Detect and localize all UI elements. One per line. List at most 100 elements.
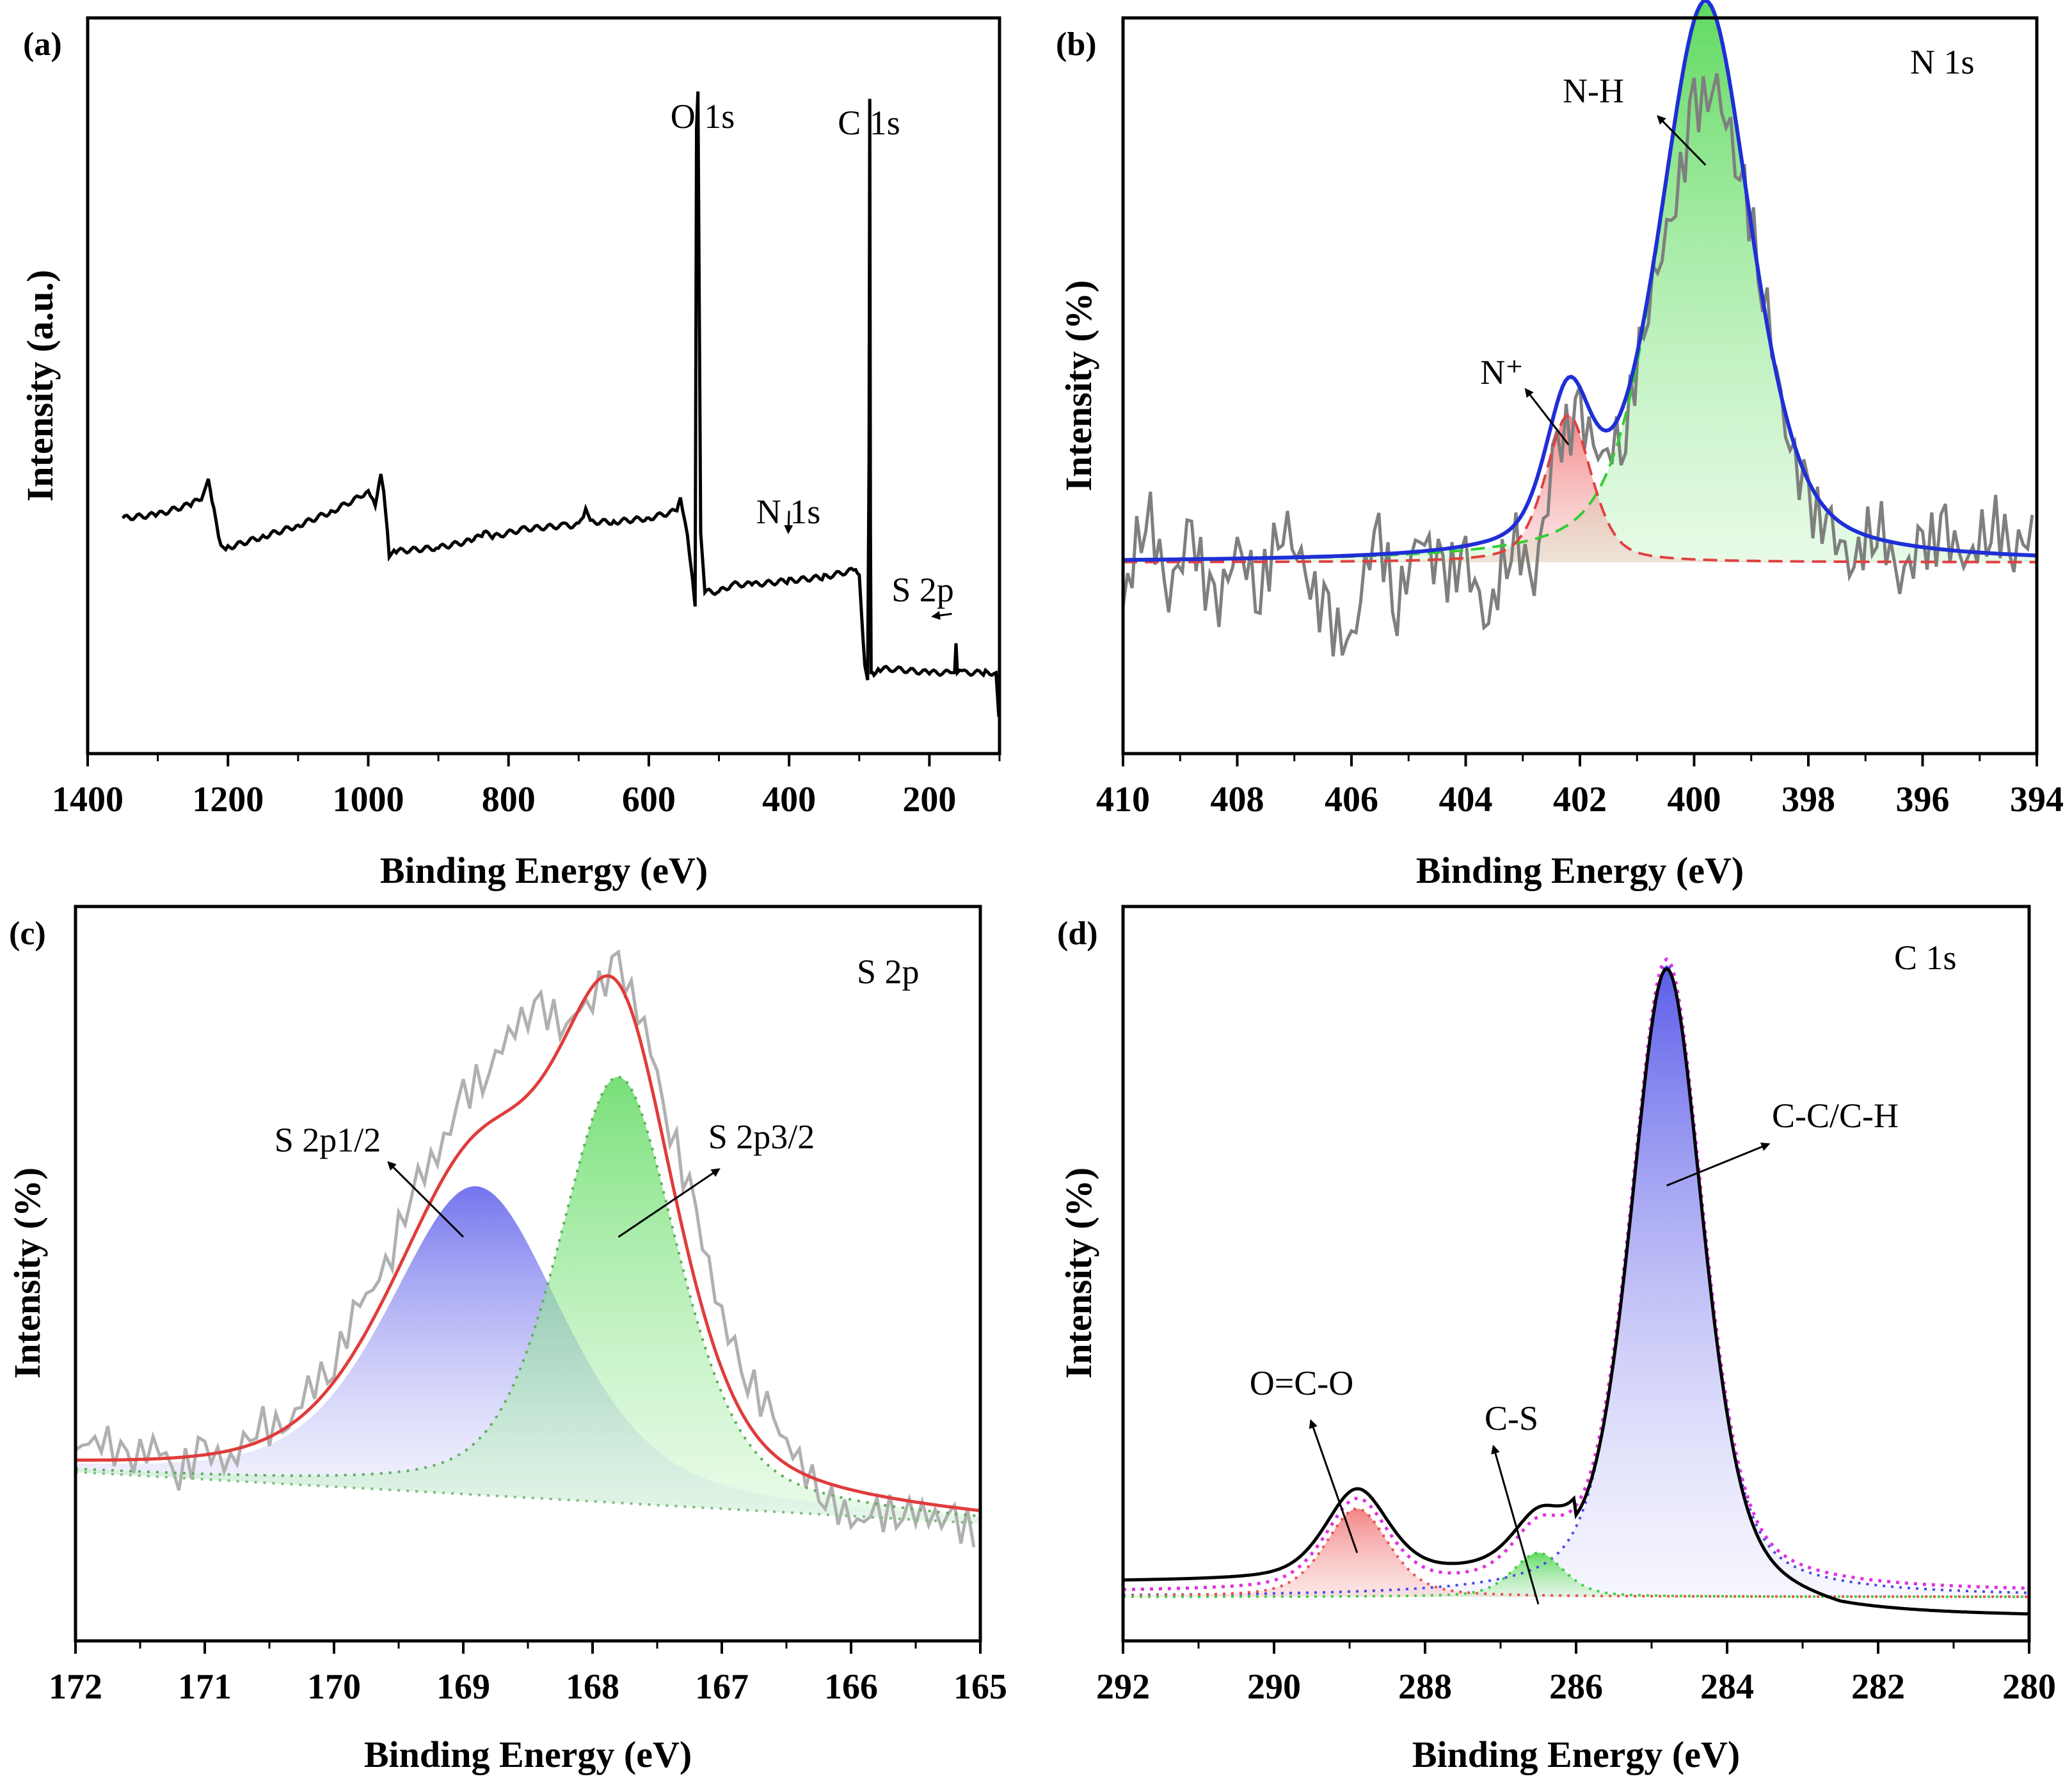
panel-d-arrow — [1491, 1445, 1540, 1605]
panel-b-ticks: 410 408 406 404 402 400 398 396 394 — [1096, 754, 2064, 819]
panel-a-ticks: 1400 1200 1000 800 600 400 200 — [52, 754, 1001, 819]
n-plus-fit-line — [1123, 413, 2037, 564]
panel-c-x-tick-label: 171 — [178, 1667, 232, 1707]
panel-c-x-tick-label: 168 — [566, 1667, 619, 1707]
panel-c-x-tick-label: 172 — [49, 1667, 102, 1707]
panel-c-label: (c) — [9, 915, 46, 952]
panel-d-ticks: 292 290 288 286 284 282 280 — [1096, 1641, 2056, 1707]
panel-d: (d) 292 290 288 286 284 282 280 C-C/C-HO=C-OC-… — [1057, 905, 2056, 1775]
panel-d-y-axis-label: Intensity (%) — [1058, 1168, 1099, 1379]
panel-c-y-axis-label: Intensity (%) — [6, 1168, 48, 1379]
cc-ch-fit-line — [1123, 963, 2029, 1597]
panel-b-lines — [1121, 0, 2037, 657]
panel-d-annotations: C-C/C-H O=C-O C-S — [1250, 1096, 1899, 1605]
panel-c-ticks: 172 171 170 169 168 167 166 165 — [49, 1641, 1007, 1707]
panel-b-x-axis-label: Binding Energy (eV) — [1416, 850, 1744, 891]
panel-d-x-tick-label: 284 — [1700, 1667, 1754, 1707]
c1s-envelope-line — [1122, 957, 2029, 1592]
panel-a-x-tick-label: 1200 — [192, 780, 264, 819]
panel-d-arrow — [1309, 1419, 1359, 1553]
panel-d-arrow — [1666, 1143, 1771, 1187]
panel-b-x-tick-label: 394 — [2010, 780, 2064, 819]
panel-b-arrow — [1524, 388, 1570, 445]
panel-a-x-tick-label: 600 — [622, 780, 676, 819]
s2p32-peak-fill — [76, 1077, 980, 1524]
c1s-raw-data-line — [1122, 967, 2030, 1616]
s2p-raw-data-line — [74, 949, 976, 1548]
panel-a: (a) 1400 1200 1000 800 600 400 200 O 1s C 1sN 1… — [19, 16, 1001, 891]
panel-a-x-tick-label: 400 — [762, 780, 816, 819]
panel-c-annotations: S 2p1/2 S 2p3/2 — [275, 1118, 815, 1238]
panel-c-x-tick-label: 170 — [307, 1667, 361, 1707]
cc-ch-peak-fill — [1123, 965, 2029, 1597]
panel-c-arrow — [387, 1161, 465, 1238]
panel-a-x-tick-label: 1000 — [332, 780, 404, 819]
panel-d-x-axis-label: Binding Energy (eV) — [1412, 1734, 1740, 1775]
panel-a-arrow — [784, 511, 793, 534]
panel-b-x-tick-label: 398 — [1781, 780, 1835, 819]
panel-a-peak-label: C 1s — [838, 104, 900, 142]
cs-fit-line — [1123, 1551, 2029, 1598]
panel-b-y-axis-label: Intensity (%) — [1058, 280, 1099, 491]
panel-d-fills — [1123, 965, 2029, 1597]
panel-d-peak-label: C-C/C-H — [1772, 1096, 1899, 1135]
panel-a-x-tick-label: 800 — [482, 780, 536, 819]
panel-c: (c) 172 171 170 169 168 167 166 165 S 2p1/2 S 2p… — [6, 905, 1007, 1775]
panel-d-x-tick-label: 288 — [1398, 1667, 1452, 1707]
panel-b-x-tick-label: 410 — [1096, 780, 1150, 819]
panel-b-x-tick-label: 406 — [1325, 780, 1378, 819]
panel-d-x-tick-label: 282 — [1851, 1667, 1905, 1707]
panel-a-lines — [121, 91, 1001, 717]
panel-b-fills — [1123, 3, 2037, 562]
survey-spectrum-line — [121, 91, 1001, 717]
panel-b-x-tick-label: 404 — [1439, 780, 1493, 819]
panel-b: (b) 410 408 406 404 402 400 398 396 394 N-H N⁺ N … — [1056, 0, 2064, 891]
panel-b-label: (b) — [1056, 26, 1097, 63]
panel-b-annotations: N-H N⁺ — [1480, 72, 1707, 445]
n1s-raw-data-line — [1121, 73, 2034, 657]
s2p-envelope-line — [76, 974, 981, 1512]
panel-c-peak-label: S 2p3/2 — [708, 1118, 815, 1156]
panel-d-x-tick-label: 280 — [2002, 1667, 2056, 1707]
panel-d-peak-label: O=C-O — [1250, 1364, 1353, 1402]
panel-a-x-tick-label: 200 — [902, 780, 956, 819]
panel-d-peak-label: C-S — [1485, 1399, 1538, 1437]
panel-b-x-tick-label: 396 — [1896, 780, 1950, 819]
panel-a-peak-label: S 2p — [891, 571, 954, 609]
panel-b-x-tick-label: 400 — [1668, 780, 1721, 819]
panel-a-annotations: O 1s C 1sN 1sS 2p — [671, 97, 954, 620]
panel-c-peak-label: S 2p1/2 — [275, 1121, 381, 1159]
panel-c-x-tick-label: 166 — [824, 1667, 878, 1707]
panel-a-y-axis-label: Intensity (a.u.) — [19, 270, 61, 502]
panel-a-arrow — [931, 611, 952, 620]
panel-b-peak-label: N⁺ — [1480, 353, 1524, 392]
panel-b-arrow — [1657, 115, 1707, 166]
panel-b-x-tick-label: 402 — [1553, 780, 1607, 819]
panel-c-title: S 2p — [857, 953, 920, 991]
panel-a-x-axis-label: Binding Energy (eV) — [380, 850, 708, 891]
panel-c-x-axis-label: Binding Energy (eV) — [364, 1734, 692, 1775]
panel-a-label: (a) — [23, 26, 62, 63]
panel-a-peak-label: O 1s — [671, 97, 735, 136]
n-plus-peak-fill — [1123, 415, 2037, 562]
panel-c-arrow — [618, 1168, 721, 1238]
oco-fit-line — [1123, 1507, 2029, 1598]
panel-d-lines — [1122, 957, 2030, 1616]
panel-b-title: N 1s — [1910, 43, 1975, 81]
panel-c-x-tick-label: 167 — [695, 1667, 749, 1707]
n1s-envelope-line — [1123, 0, 2037, 562]
panel-c-lines — [74, 949, 981, 1548]
panel-d-x-tick-label: 286 — [1549, 1667, 1603, 1707]
panel-c-x-tick-label: 165 — [953, 1667, 1007, 1707]
panel-c-fills — [76, 1077, 980, 1524]
panel-d-x-tick-label: 290 — [1247, 1667, 1301, 1707]
panel-b-x-tick-label: 408 — [1211, 780, 1264, 819]
panel-b-peak-label: N-H — [1563, 72, 1624, 110]
panel-d-x-tick-label: 292 — [1096, 1667, 1150, 1707]
cs-peak-fill — [1123, 1553, 2029, 1597]
panel-d-label: (d) — [1057, 915, 1098, 952]
panel-d-title: C 1s — [1894, 938, 1957, 977]
panel-a-axis-frame — [86, 16, 1001, 756]
panel-a-x-tick-label: 1400 — [52, 780, 124, 819]
